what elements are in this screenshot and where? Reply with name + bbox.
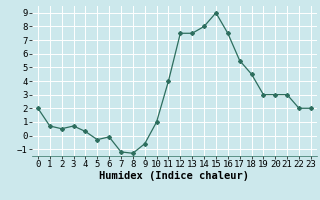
X-axis label: Humidex (Indice chaleur): Humidex (Indice chaleur)	[100, 171, 249, 181]
